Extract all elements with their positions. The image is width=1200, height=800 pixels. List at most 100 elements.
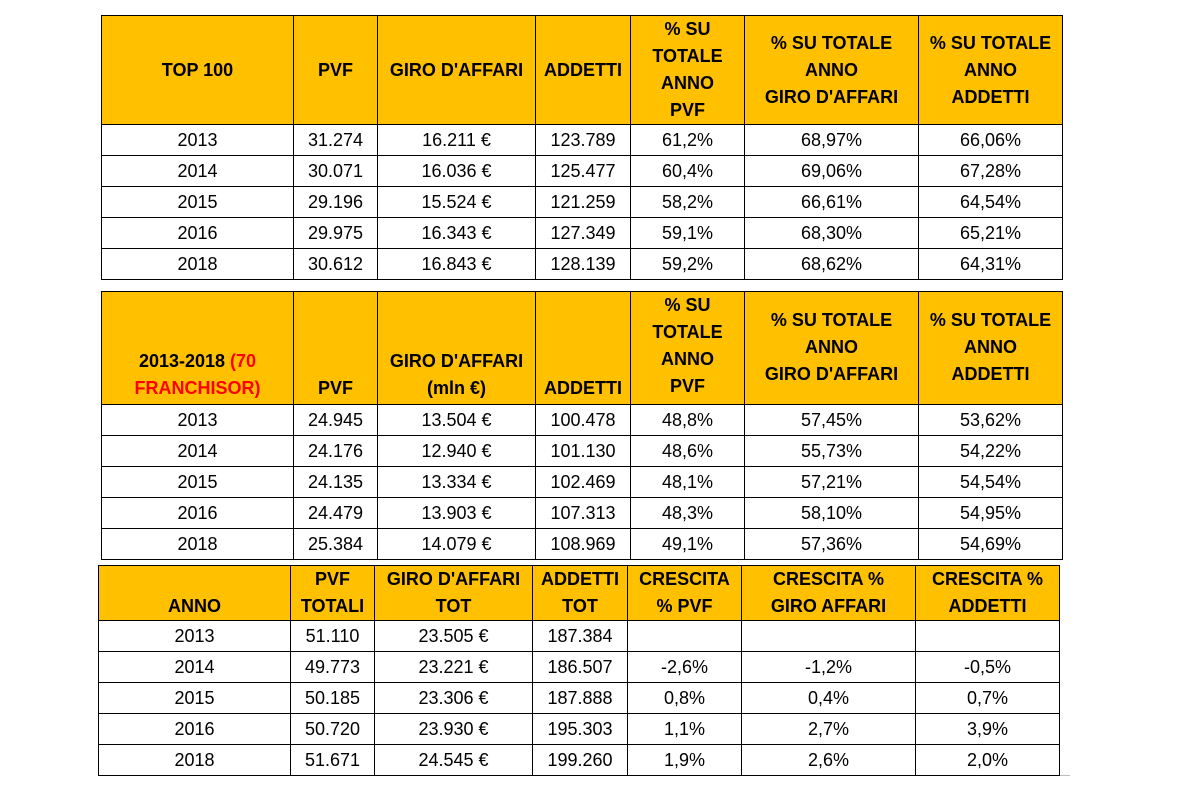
- header-cell-pvf: PVF: [293, 15, 378, 125]
- table-cell: 2016: [101, 497, 294, 529]
- table-cell: 108.969: [535, 528, 631, 560]
- table-cell: 69,06%: [744, 155, 919, 187]
- table-cell: 49,1%: [630, 528, 745, 560]
- table-cell: 2,6%: [741, 744, 916, 776]
- table-cell: 59,1%: [630, 217, 745, 249]
- table-cell: 186.507: [532, 651, 628, 683]
- table-cell: 61,2%: [630, 124, 745, 156]
- table-cell: 23.221 €: [374, 651, 533, 683]
- header-cell-pct-giro: % SU TOTALE ANNO GIRO D'AFFARI: [744, 291, 919, 405]
- header-cell-addetti: ADDETTI: [535, 291, 631, 405]
- table-cell: 64,31%: [918, 248, 1063, 280]
- table-cell: 107.313: [535, 497, 631, 529]
- table-cell: 15.524 €: [377, 186, 536, 218]
- table-row: 2018 30.612 16.843 € 128.139 59,2% 68,62…: [101, 248, 1063, 280]
- table-row: 2016 29.975 16.343 € 127.349 59,1% 68,30…: [101, 217, 1063, 249]
- header-cell-pvf: PVF: [293, 291, 378, 405]
- table-row: 2016 24.479 13.903 € 107.313 48,3% 58,10…: [101, 497, 1063, 529]
- table-cell: 54,22%: [918, 435, 1063, 467]
- top100-table: TOP 100 PVF GIRO D'AFFARI ADDETTI % SU T…: [101, 15, 1063, 280]
- table-cell: 31.274: [293, 124, 378, 156]
- table-cell: 24.135: [293, 466, 378, 498]
- table-cell: 57,36%: [744, 528, 919, 560]
- header-cell-pct-addetti: % SU TOTALE ANNO ADDETTI: [918, 15, 1063, 125]
- header-cell-pct-pvf: % SU TOTALE ANNO PVF: [630, 291, 745, 405]
- table-cell: 30.612: [293, 248, 378, 280]
- table-cell: 187.888: [532, 682, 628, 714]
- table-cell: 0,7%: [915, 682, 1060, 714]
- table-cell: 48,1%: [630, 466, 745, 498]
- table-cell: 128.139: [535, 248, 631, 280]
- table-cell: 2,0%: [915, 744, 1060, 776]
- table-cell: 60,4%: [630, 155, 745, 187]
- table-cell: 48,3%: [630, 497, 745, 529]
- table-cell: 50.185: [290, 682, 375, 714]
- table-cell: 2015: [98, 682, 291, 714]
- table-cell: 102.469: [535, 466, 631, 498]
- table-row: 2014 30.071 16.036 € 125.477 60,4% 69,06…: [101, 155, 1063, 187]
- table-cell: 51.671: [290, 744, 375, 776]
- table-row: 2014 24.176 12.940 € 101.130 48,6% 55,73…: [101, 435, 1063, 467]
- table-cell: 23.505 €: [374, 620, 533, 652]
- table-cell: 24.176: [293, 435, 378, 467]
- table-cell: 30.071: [293, 155, 378, 187]
- table-header-row: ANNO PVF TOTALI GIRO D'AFFARI TOT ADDETT…: [98, 565, 1060, 621]
- totals-table: ANNO PVF TOTALI GIRO D'AFFARI TOT ADDETT…: [98, 565, 1060, 776]
- header-cell-crescita-pvf: CRESCITA % PVF: [627, 565, 742, 621]
- table-row: 2014 49.773 23.221 € 186.507 -2,6% -1,2%…: [98, 651, 1060, 683]
- table-cell: 2013: [101, 124, 294, 156]
- table-cell: 58,2%: [630, 186, 745, 218]
- header-cell-addetti-tot: ADDETTI TOT: [532, 565, 628, 621]
- table-cell: 55,73%: [744, 435, 919, 467]
- table-cell: 2015: [101, 466, 294, 498]
- table-cell: 68,97%: [744, 124, 919, 156]
- table-cell: 57,45%: [744, 404, 919, 436]
- table-cell: 54,54%: [918, 466, 1063, 498]
- table-cell: 2016: [98, 713, 291, 745]
- table-cell: 67,28%: [918, 155, 1063, 187]
- table-cell: 16.211 €: [377, 124, 536, 156]
- header-cell-giro-affari-tot: GIRO D'AFFARI TOT: [374, 565, 533, 621]
- table-cell: 24.945: [293, 404, 378, 436]
- header-cell-addetti: ADDETTI: [535, 15, 631, 125]
- header-cell-crescita-giro: CRESCITA % GIRO AFFARI: [741, 565, 916, 621]
- table-cell: 1,1%: [627, 713, 742, 745]
- table-cell: 2015: [101, 186, 294, 218]
- table-cell: 125.477: [535, 155, 631, 187]
- header-cell-pct-pvf: % SU TOTALE ANNO PVF: [630, 15, 745, 125]
- header-cell-pct-addetti: % SU TOTALE ANNO ADDETTI: [918, 291, 1063, 405]
- table-cell: 68,30%: [744, 217, 919, 249]
- table-cell: 2018: [98, 744, 291, 776]
- table-cell: 50.720: [290, 713, 375, 745]
- table-cell: 127.349: [535, 217, 631, 249]
- table-cell: 51.110: [290, 620, 375, 652]
- table-cell: 2014: [101, 155, 294, 187]
- table-cell: 23.306 €: [374, 682, 533, 714]
- table-cell: 54,69%: [918, 528, 1063, 560]
- table-cell: 13.504 €: [377, 404, 536, 436]
- table-cell: [741, 620, 916, 652]
- header-cell-giro-affari: GIRO D'AFFARI (mln €): [377, 291, 536, 405]
- header-cell-crescita-addetti: CRESCITA % ADDETTI: [915, 565, 1060, 621]
- table-cell: 2,7%: [741, 713, 916, 745]
- table-cell: 24.479: [293, 497, 378, 529]
- table-row: 2013 24.945 13.504 € 100.478 48,8% 57,45…: [101, 404, 1063, 436]
- table-cell: 2018: [101, 528, 294, 560]
- table-cell: 66,61%: [744, 186, 919, 218]
- table-cell: 187.384: [532, 620, 628, 652]
- table-cell: 13.903 €: [377, 497, 536, 529]
- table-cell: 25.384: [293, 528, 378, 560]
- table-row: 2015 29.196 15.524 € 121.259 58,2% 66,61…: [101, 186, 1063, 218]
- table-cell: 3,9%: [915, 713, 1060, 745]
- table-row: 2013 51.110 23.505 € 187.384: [98, 620, 1060, 652]
- table-cell: 29.975: [293, 217, 378, 249]
- table-cell: 199.260: [532, 744, 628, 776]
- table-cell: 123.789: [535, 124, 631, 156]
- table-cell: [915, 620, 1060, 652]
- table-cell: 24.545 €: [374, 744, 533, 776]
- table-cell: 1,9%: [627, 744, 742, 776]
- table-cell: 101.130: [535, 435, 631, 467]
- table-cell: 2014: [98, 651, 291, 683]
- header-cell-top100: TOP 100: [101, 15, 294, 125]
- table-cell: 48,8%: [630, 404, 745, 436]
